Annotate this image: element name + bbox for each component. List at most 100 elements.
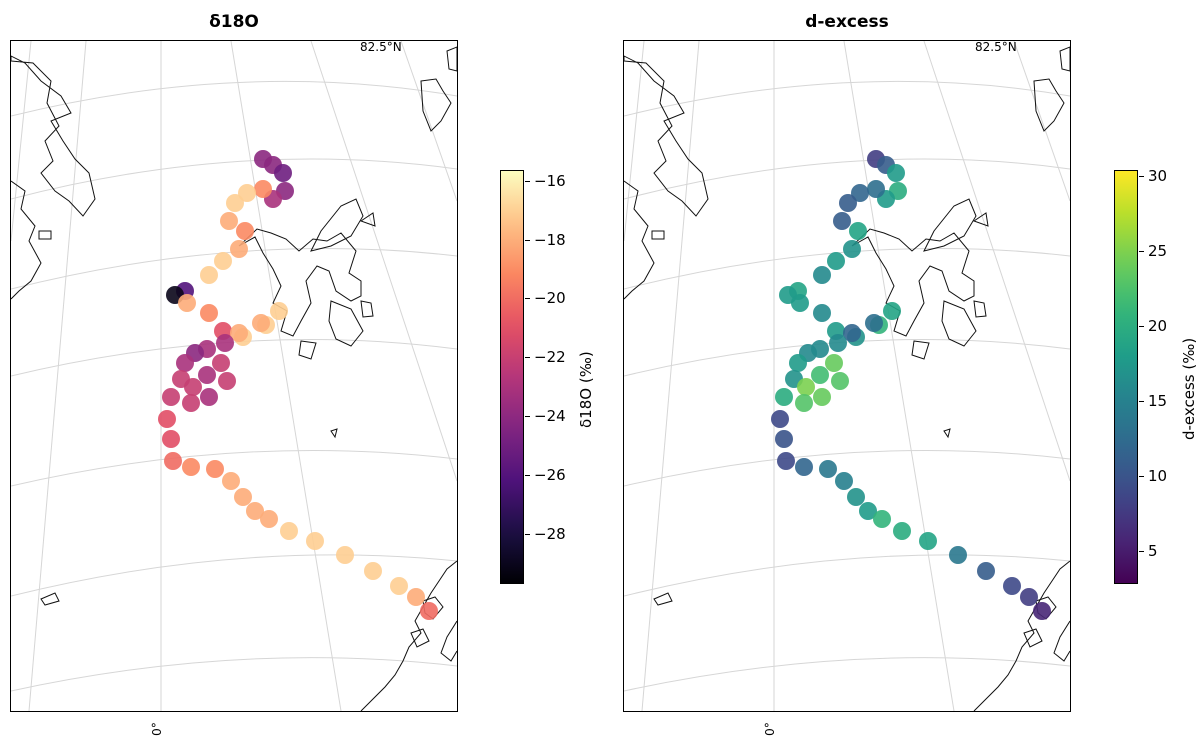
track-point <box>827 252 845 270</box>
track-point <box>390 577 408 595</box>
colorbar-tick: −18 <box>525 230 566 249</box>
track-point <box>1033 602 1051 620</box>
track-point <box>158 410 176 428</box>
coastline <box>941 300 977 347</box>
track-point <box>789 354 807 372</box>
track-point <box>771 410 789 428</box>
coastline <box>359 212 376 227</box>
track-point <box>835 472 853 490</box>
track-point <box>813 266 831 284</box>
track-point <box>222 472 240 490</box>
track-point <box>274 164 292 182</box>
colorbar-tick: 15 <box>1138 392 1168 411</box>
track-point <box>176 354 194 372</box>
track-point <box>839 194 857 212</box>
coastline <box>1053 620 1070 662</box>
coastline <box>1023 628 1043 648</box>
track-point <box>775 388 793 406</box>
coastline <box>446 46 457 72</box>
colorbar-tick: 10 <box>1138 467 1168 486</box>
map-d18o[interactable] <box>10 40 458 712</box>
track-point <box>795 458 813 476</box>
track-point <box>218 372 236 390</box>
coastline <box>310 198 364 252</box>
track-point <box>893 522 911 540</box>
coastline <box>40 592 60 606</box>
coastline <box>851 228 975 337</box>
coastline <box>420 78 452 132</box>
track-point <box>813 304 831 322</box>
track-point <box>1020 588 1038 606</box>
track-point <box>849 222 867 240</box>
longitude-label-d18o: 0° <box>149 722 164 736</box>
track-point <box>833 212 851 230</box>
colorbar-label-d18o: δ18O (‰) <box>577 351 595 428</box>
colorbar-tick: −24 <box>525 407 566 426</box>
colorbar-tick: 30 <box>1138 167 1168 186</box>
track-point <box>949 546 967 564</box>
colorbar-tick: −22 <box>525 348 566 367</box>
track-point <box>212 354 230 372</box>
colorbar-tick: 20 <box>1138 317 1168 336</box>
colorbar-tick: 25 <box>1138 242 1168 261</box>
coastline <box>410 628 430 648</box>
track-point <box>206 460 224 478</box>
graticule-line <box>624 80 1070 117</box>
track-point <box>280 522 298 540</box>
track-point <box>919 532 937 550</box>
track-point <box>813 388 831 406</box>
coastline <box>1059 46 1070 72</box>
track-point <box>200 388 218 406</box>
coastline <box>328 300 364 347</box>
track-point <box>1003 577 1021 595</box>
track-point <box>843 324 861 342</box>
track-point <box>867 180 885 198</box>
track-point <box>859 502 877 520</box>
track-point <box>887 164 905 182</box>
track-point <box>226 194 244 212</box>
coastline <box>11 55 96 217</box>
coastline <box>923 198 977 252</box>
graticule-line <box>400 41 457 202</box>
colorbar-dexcess <box>1114 170 1138 584</box>
graticule-line <box>843 41 955 711</box>
track-point <box>230 240 248 258</box>
track-point <box>883 302 901 320</box>
track-point <box>797 378 815 396</box>
panel-title-d18o: δ18O <box>209 12 259 32</box>
track-point <box>811 366 829 384</box>
coastline <box>440 620 457 662</box>
colorbar-d18o <box>500 170 524 584</box>
track-point <box>407 588 425 606</box>
track-point <box>775 430 793 448</box>
track-point <box>270 302 288 320</box>
graticule-line <box>624 657 1070 692</box>
colorbar-tick: −26 <box>525 466 566 485</box>
coastline <box>653 592 673 606</box>
coastline <box>238 228 362 337</box>
track-point <box>420 602 438 620</box>
panel-title-dexcess: d-excess <box>805 12 889 32</box>
track-point <box>252 314 270 332</box>
colorbar-tick: 5 <box>1139 542 1158 561</box>
colorbar-tick: −20 <box>525 289 566 308</box>
coastline <box>360 300 374 318</box>
graticule-line <box>11 449 457 487</box>
coastline <box>651 230 665 240</box>
graticule-line <box>11 41 32 242</box>
colorbar-tick: −16 <box>525 171 566 190</box>
track-point <box>238 184 256 202</box>
track-point <box>184 378 202 396</box>
map-dexcess[interactable] <box>623 40 1071 712</box>
track-point <box>851 184 869 202</box>
track-point <box>865 314 883 332</box>
graticule-line <box>1013 41 1070 202</box>
track-point <box>336 546 354 564</box>
track-point <box>182 458 200 476</box>
track-point <box>873 510 891 528</box>
coastline <box>624 180 655 300</box>
graticule-line <box>624 158 1070 200</box>
graticule-line <box>624 554 1070 597</box>
track-point <box>254 180 272 198</box>
graticule-line <box>11 339 457 377</box>
